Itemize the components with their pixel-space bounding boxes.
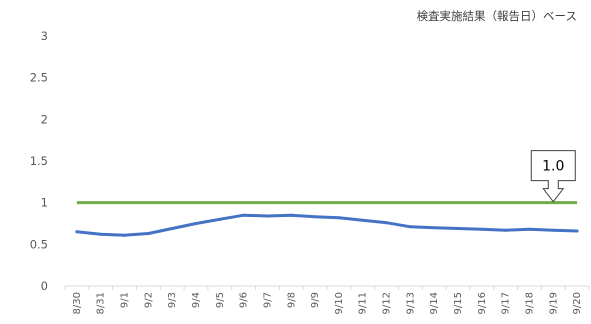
chart-note: 検査実施結果（報告日）ベース (416, 9, 577, 23)
data-point (551, 228, 555, 232)
x-tick-label: 9/20 (572, 292, 583, 314)
data-point (218, 217, 222, 221)
x-tick-label: 9/14 (429, 292, 440, 314)
data-point (170, 227, 174, 230)
series-line-0 (75, 213, 579, 237)
y-tick-label: 3 (41, 29, 48, 43)
data-point (480, 227, 484, 231)
x-tick-label: 9/5 (215, 292, 226, 308)
x-tick-label: 9/18 (524, 292, 535, 314)
x-tick-label: 9/15 (453, 292, 464, 314)
data-point (313, 215, 317, 219)
y-tick-label: 1 (41, 196, 48, 210)
data-point (408, 225, 412, 229)
data-point (289, 213, 293, 217)
data-point (456, 227, 460, 230)
y-tick-label: 0 (41, 279, 48, 293)
data-point (146, 232, 150, 235)
x-tick-label: 9/1 (120, 292, 131, 308)
data-point (194, 222, 198, 225)
x-tick-label: 8/31 (96, 292, 107, 314)
x-tick-label: 9/17 (501, 292, 512, 314)
data-point (504, 228, 508, 232)
x-tick-label: 9/16 (477, 292, 488, 314)
data-point (75, 230, 79, 234)
y-tick-label: 2 (41, 112, 48, 126)
data-point (99, 232, 103, 236)
x-tick-label: 9/10 (334, 292, 345, 314)
data-point (385, 221, 388, 225)
data-point (528, 227, 531, 231)
x-tick-label: 9/8 (286, 292, 297, 308)
x-tick-label: 8/30 (72, 292, 83, 314)
x-tick-label: 9/12 (382, 292, 393, 314)
x-tick-label: 9/6 (239, 292, 250, 308)
data-point (575, 229, 579, 233)
x-tick-label: 9/9 (310, 292, 321, 308)
data-point (337, 216, 341, 220)
x-tick-label: 9/13 (405, 292, 416, 314)
data-point (432, 226, 436, 230)
x-tick-label: 9/11 (358, 292, 369, 314)
annotation-callout (530, 150, 576, 203)
x-tick-label: 9/3 (167, 292, 178, 308)
y-tick-label: 2.5 (30, 71, 48, 85)
x-tick-label: 9/4 (191, 292, 202, 308)
annotation-label: 1.0 (542, 159, 564, 175)
x-tick-label: 9/2 (143, 292, 154, 308)
data-point (361, 218, 365, 222)
data-point (242, 213, 246, 217)
x-tick-label: 9/7 (262, 292, 273, 308)
data-point (123, 233, 126, 237)
x-tick-label: 9/19 (548, 292, 559, 314)
data-point (266, 214, 269, 218)
y-tick-label: 0.5 (30, 237, 48, 251)
y-tick-label: 1.5 (30, 154, 48, 168)
